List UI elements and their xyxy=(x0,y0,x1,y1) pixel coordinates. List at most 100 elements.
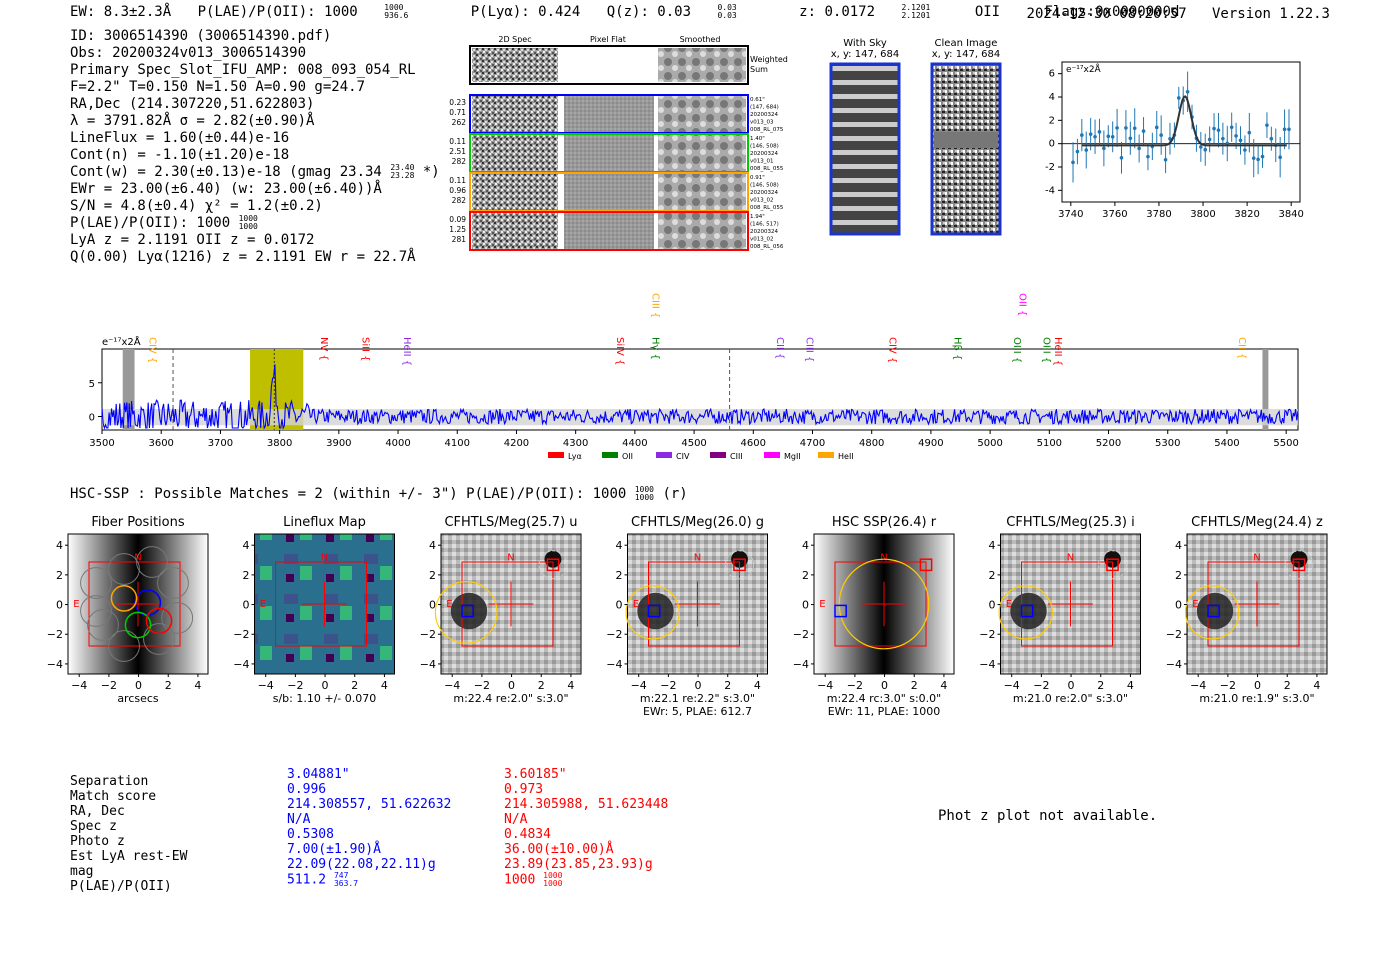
stamp-right-value: v013_02 xyxy=(750,237,774,243)
line-mark-label: HeII { xyxy=(1052,337,1063,366)
zoom-point xyxy=(1176,96,1181,100)
stamp-left-value: 282 xyxy=(452,196,467,205)
match-box-blue xyxy=(1207,604,1220,618)
detection-info: ID: 3006514390 (3006514390.pdf) Obs: 202… xyxy=(70,28,440,266)
zoom-point xyxy=(1102,146,1106,151)
cutout-ytick-label: −4 xyxy=(1166,658,1182,671)
zoom-point xyxy=(1225,141,1230,146)
qz-summary: Q(z): 0.03 0.03 0.03 xyxy=(606,3,737,21)
label-photoz: Photo z xyxy=(70,834,125,849)
cutout-ytick-label: −4 xyxy=(420,658,436,671)
zoom-point xyxy=(1159,133,1163,137)
neighbor-ring xyxy=(1284,550,1314,580)
cutout-ytick-label: −4 xyxy=(793,658,809,671)
cutout-xtick-label: 2 xyxy=(351,679,358,692)
line-mark-label: CIV { xyxy=(886,337,897,363)
info-lambda: λ = 3791.82Å σ = 2.82(±0.90)Å xyxy=(70,113,315,129)
blue-radec: 214.308557, 51.622632 xyxy=(287,797,452,812)
stamp-right-value: v013_02 xyxy=(750,198,774,204)
stamp-right-value: (147, 684) xyxy=(750,105,779,111)
line-mark-label: SiIV { xyxy=(614,337,625,365)
cutout-frame xyxy=(813,533,955,675)
cutout-xtick-label: −4 xyxy=(1190,679,1206,692)
zoom-point xyxy=(1075,149,1080,154)
north-label: N xyxy=(321,553,328,564)
cutout-ytick-label: 2 xyxy=(56,569,63,582)
stamp-left-value: 282 xyxy=(452,157,467,166)
info-contn: Cont(n) = -1.10(±1.20)e-18 xyxy=(70,147,290,163)
legend-swatch xyxy=(656,452,672,458)
zoom-point xyxy=(1216,128,1221,132)
cutout-xtick-label: 0 xyxy=(881,679,888,692)
blue-photoz: 0.5308 xyxy=(287,827,334,842)
full-xtick-label: 3600 xyxy=(148,438,173,449)
zoom-point xyxy=(1234,134,1238,138)
fiber-circle xyxy=(108,553,140,585)
match-box-red xyxy=(546,558,560,572)
zoom-ytick-label: -2 xyxy=(1045,162,1055,173)
cutout-ytick-label: 2 xyxy=(429,569,436,582)
full-xtick-label: 5100 xyxy=(1037,438,1062,449)
zoom-xtick-label: 3740 xyxy=(1058,209,1083,220)
zoom-ytick-label: -4 xyxy=(1045,185,1055,196)
east-label: E xyxy=(633,599,639,610)
cutout-ytick-label: 4 xyxy=(802,539,809,552)
cutout-title: CFHTLS/Meg(26.0) g xyxy=(631,515,764,530)
with-sky-image xyxy=(829,62,901,236)
north-label: N xyxy=(507,553,514,564)
col-title-flat: Pixel Flat xyxy=(590,35,626,44)
label-match-score: Match score xyxy=(70,789,157,804)
cutout-source-blob xyxy=(1010,592,1047,630)
cutout-ytick-label: 0 xyxy=(1175,599,1182,612)
match-box-red xyxy=(919,558,933,572)
match-box-red xyxy=(1106,558,1119,572)
cutout-xtick-label: 4 xyxy=(567,679,574,692)
east-label: E xyxy=(1006,599,1012,610)
info-id: ID: 3006514390 (3006514390.pdf) xyxy=(70,28,332,44)
north-label: N xyxy=(1253,553,1260,564)
cutout-xtick-label: −2 xyxy=(660,679,676,692)
fiber-circle xyxy=(80,567,112,599)
zoom-ytick-label: 2 xyxy=(1049,115,1055,126)
stamp-row-frame xyxy=(469,211,749,251)
match-ellipse xyxy=(434,581,498,644)
info-z: LyA z = 2.1191 OII z = 0.0172 xyxy=(70,232,315,248)
with-sky-title: With Sky xyxy=(843,38,887,49)
blue-mag: 22.09(22.08,22.11)g xyxy=(287,857,436,872)
cutout-xtick-label: −4 xyxy=(71,679,87,692)
full-xtick-label: 4700 xyxy=(800,438,825,449)
cutout-frame xyxy=(440,533,582,675)
aperture-box xyxy=(834,561,927,647)
line-mark-label: CII { xyxy=(1236,337,1247,359)
fiber-circle xyxy=(80,595,112,627)
full-xtick-label: 5200 xyxy=(1096,438,1121,449)
legend-label: Lyα xyxy=(568,452,582,461)
cutout-title: HSC SSP(26.4) r xyxy=(832,515,937,530)
version: Version 1.22.3 xyxy=(1211,6,1330,22)
zoom-point xyxy=(1168,136,1172,141)
zoom-point xyxy=(1146,154,1150,159)
full-xtick-label: 5400 xyxy=(1214,438,1239,449)
label-est-ew: Est LyA rest-EW xyxy=(70,849,188,864)
zoom-point xyxy=(1115,126,1119,130)
cutout-panel: Fiber Positions N E 4 2 0 −2 −4 −4 −2 0 2 4 arcsecs xyxy=(47,515,209,705)
match-blue: 3.04881" 0.996 214.308557, 51.622632 N/A… xyxy=(287,767,452,888)
fiber-circle xyxy=(157,567,189,599)
zoom-frame xyxy=(1061,61,1301,203)
zoom-point xyxy=(1260,154,1265,159)
stamp-left-value: 2.51 xyxy=(449,147,466,156)
zoom-point xyxy=(1278,155,1282,159)
cutout-caption-2: EWr: 5, PLAE: 612.7 xyxy=(643,705,752,718)
zoom-point xyxy=(1119,155,1124,160)
match-box-red xyxy=(733,558,746,572)
label-mag: mag xyxy=(70,864,94,879)
cutout-caption: m:22.4 re:2.0" s:3.0" xyxy=(453,692,568,705)
cutout-ytick-label: 4 xyxy=(243,539,250,552)
fiber-circle-green xyxy=(124,611,152,639)
full-xtick-label: 3700 xyxy=(208,438,233,449)
cutout-xtick-label: −4 xyxy=(444,679,460,692)
full-xtick-label: 5300 xyxy=(1155,438,1180,449)
zoom-point xyxy=(1132,126,1137,131)
stamp-left-value: 0.71 xyxy=(449,108,466,117)
